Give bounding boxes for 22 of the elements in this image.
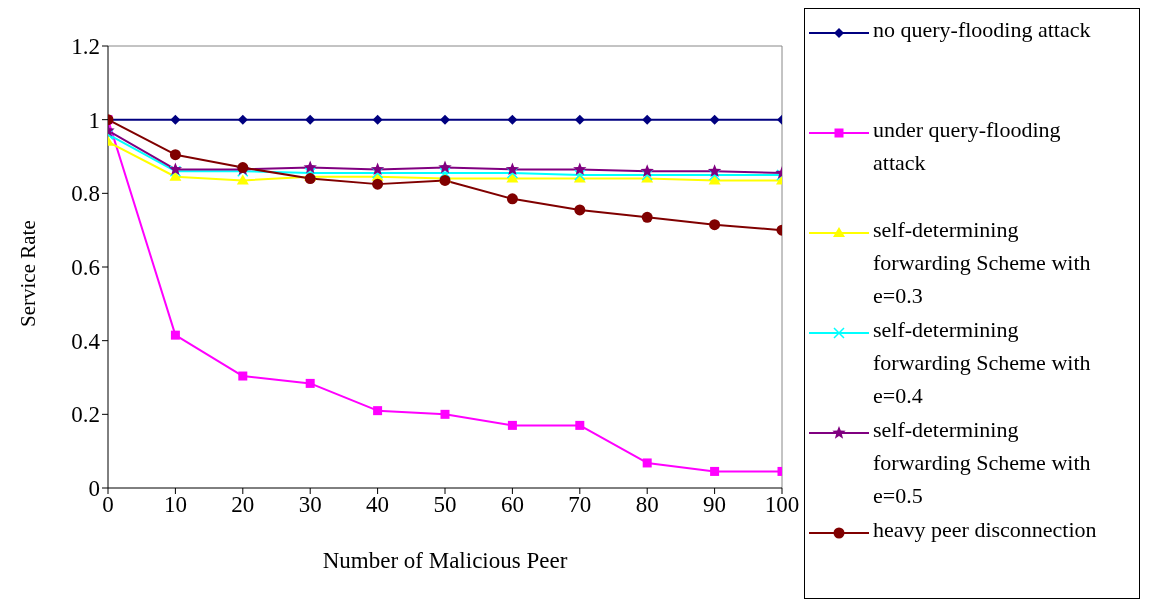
y-axis-title: Service Rate bbox=[16, 220, 41, 327]
x-tick-label: 90 bbox=[703, 492, 727, 518]
y-tick-label: 1.2 bbox=[71, 34, 100, 60]
x-tick-label: 40 bbox=[366, 492, 390, 518]
y-tick-label: 1 bbox=[88, 107, 100, 133]
x-tick-label: 100 bbox=[764, 492, 800, 518]
legend-label: heavy peer disconnection bbox=[873, 516, 1098, 544]
y-tick-label: 0.4 bbox=[71, 328, 101, 354]
x-tick-label: 80 bbox=[635, 492, 659, 518]
y-tick-label: 0.2 bbox=[71, 402, 100, 428]
x-tick-label: 70 bbox=[568, 492, 592, 518]
x-tick-label: 60 bbox=[500, 492, 524, 518]
y-tick-label: 0.6 bbox=[71, 255, 100, 281]
x-axis-title: Number of Malicious Peer bbox=[322, 548, 568, 573]
legend-label: under query-flooding attack bbox=[873, 116, 1062, 177]
x-tick-label: 10 bbox=[163, 492, 187, 518]
x-tick-label: 30 bbox=[298, 492, 322, 518]
x-tick-label: 20 bbox=[231, 492, 255, 518]
y-tick-label: 0.8 bbox=[71, 181, 100, 207]
x-tick-label: 50 bbox=[433, 492, 457, 518]
legend-label: no query-flooding attack bbox=[873, 16, 1092, 44]
y-tick-label: 0 bbox=[88, 476, 100, 502]
